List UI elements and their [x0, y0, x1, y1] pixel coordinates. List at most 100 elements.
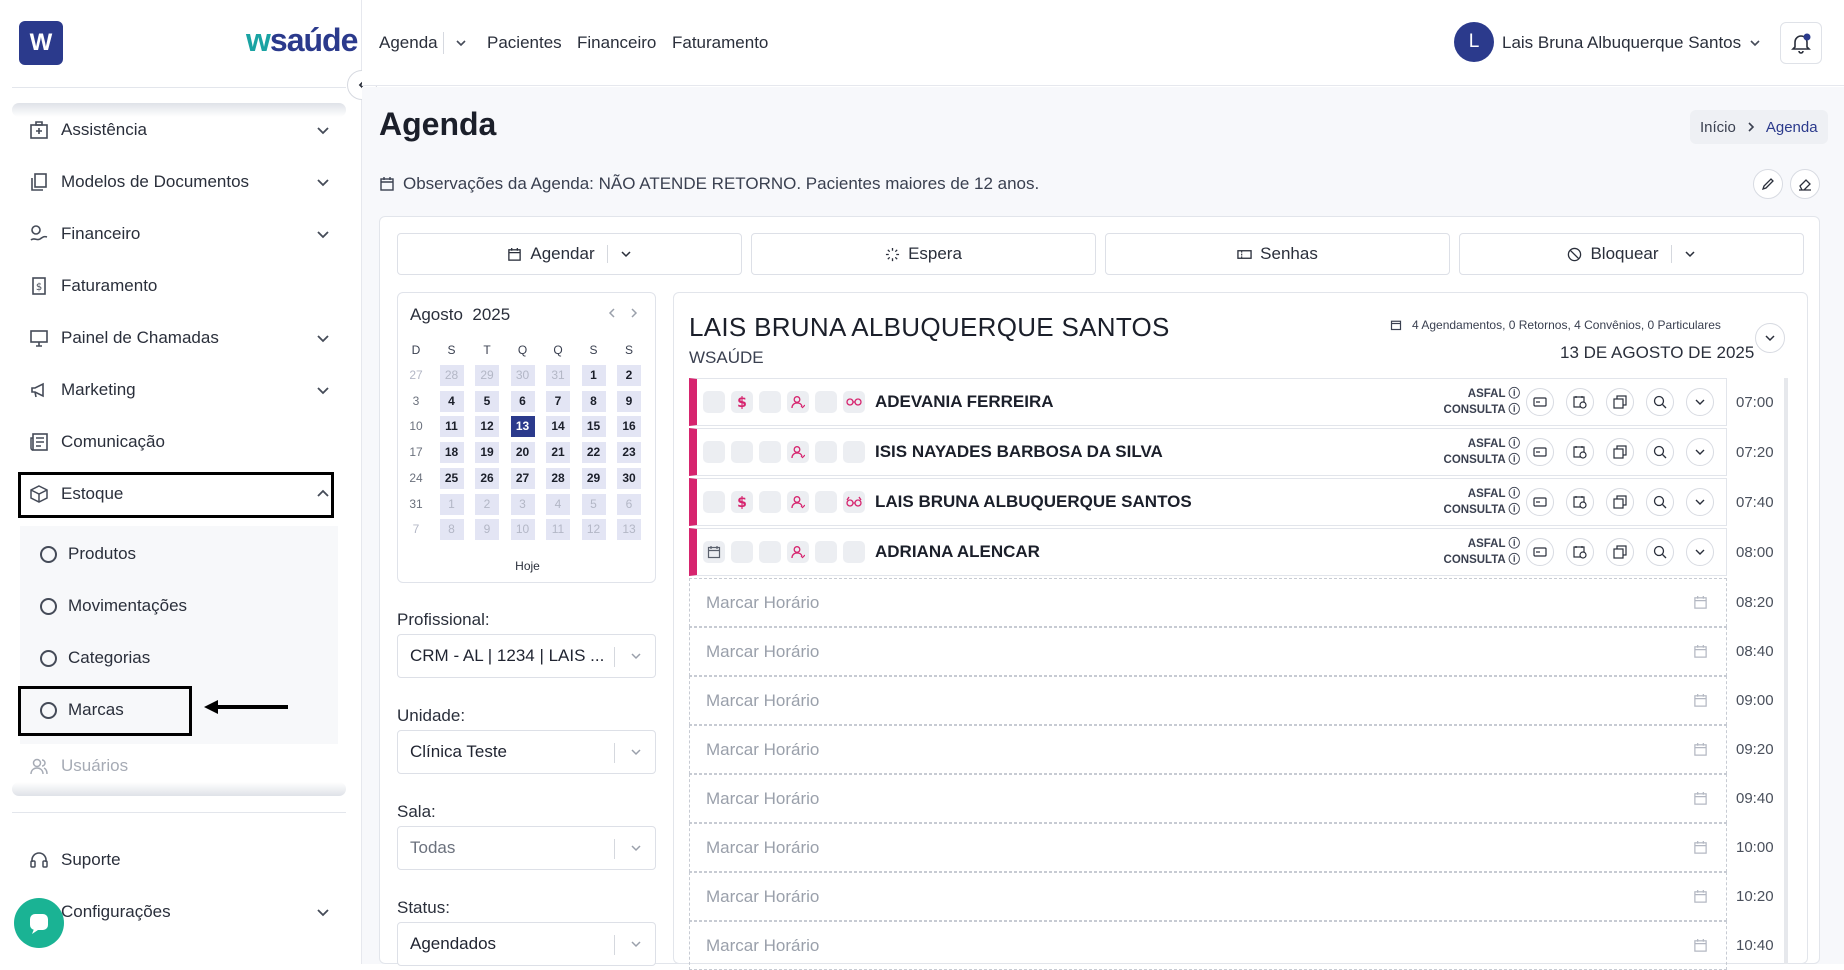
- status-placeholder[interactable]: [759, 441, 781, 463]
- calendar-clock-button[interactable]: [1566, 388, 1594, 416]
- calendar-day[interactable]: 28: [439, 365, 464, 386]
- patient-name[interactable]: ISIS NAYADES BARBOSA DA SILVA: [875, 442, 1163, 461]
- calendar-day[interactable]: 25: [439, 467, 464, 489]
- empty-slot[interactable]: Marcar Horário: [689, 676, 1727, 725]
- user-check-icon[interactable]: [787, 441, 809, 463]
- sidebar-item-painel[interactable]: Painel de Chamadas: [28, 318, 332, 358]
- sidebar-item-financeiro[interactable]: Financeiro: [28, 214, 332, 254]
- calendar-day[interactable]: 4: [439, 390, 464, 412]
- calendar-day[interactable]: 5: [581, 493, 606, 515]
- calendar-day[interactable]: 30: [510, 365, 535, 386]
- calendar-day[interactable]: 14: [546, 416, 570, 438]
- appointment-row[interactable]: ADRIANA ALENCAR ASFAL ⓘ CONSULTA ⓘ: [689, 528, 1727, 576]
- user-name[interactable]: Lais Bruna Albuquerque Santos: [1502, 33, 1742, 52]
- status-placeholder[interactable]: [815, 441, 837, 463]
- chevron-down-button[interactable]: [1686, 438, 1714, 466]
- calendar-clock-button[interactable]: [1566, 538, 1594, 566]
- espera-button[interactable]: Espera: [751, 233, 1096, 275]
- calendar-day[interactable]: 7: [412, 522, 420, 537]
- clear-observation-button[interactable]: [1790, 169, 1820, 199]
- profissional-select[interactable]: CRM - AL | 1234 | LAIS ...: [397, 634, 656, 678]
- calendar-day[interactable]: 28: [546, 467, 570, 489]
- sidebar-item-faturamento[interactable]: $ Faturamento: [28, 266, 332, 306]
- card-button[interactable]: [1526, 538, 1554, 566]
- sidebar-item-usuarios[interactable]: Usuários: [28, 746, 332, 786]
- empty-slot[interactable]: Marcar Horário: [689, 823, 1727, 872]
- calendar-day[interactable]: 20: [510, 442, 535, 464]
- user-check-icon[interactable]: [787, 391, 809, 413]
- calendar-clock-button[interactable]: [1566, 488, 1594, 516]
- calendar-day[interactable]: 2: [475, 493, 499, 515]
- calendar-day[interactable]: 22: [581, 442, 606, 464]
- bloquear-button[interactable]: Bloquear: [1459, 233, 1804, 275]
- breadcrumb-home[interactable]: Início: [1700, 118, 1736, 136]
- sidebar-item-configuracoes[interactable]: Configurações: [28, 892, 332, 932]
- search-button[interactable]: [1646, 438, 1674, 466]
- chevron-down-button[interactable]: [1686, 488, 1714, 516]
- sidebar-item-modelos[interactable]: Modelos de Documentos: [28, 162, 332, 202]
- appointment-row[interactable]: $ LAIS BRUNA ALBUQUERQUE SANTOS ASFAL ⓘ CON…: [689, 478, 1727, 526]
- unidade-select[interactable]: Clínica Teste: [397, 730, 656, 774]
- status-placeholder[interactable]: [759, 491, 781, 513]
- glasses-icon[interactable]: [843, 391, 865, 413]
- chevron-down-icon[interactable]: [454, 36, 468, 50]
- sidebar-subitem-movimentacoes[interactable]: Movimentações: [40, 586, 187, 626]
- calendar-day[interactable]: 2: [617, 365, 641, 386]
- calendar-day[interactable]: 8: [581, 390, 606, 412]
- edit-observation-button[interactable]: [1753, 169, 1783, 199]
- calendar-day[interactable]: 17: [409, 445, 423, 460]
- sala-select[interactable]: Todas: [397, 826, 656, 870]
- search-button[interactable]: [1646, 388, 1674, 416]
- card-button[interactable]: [1526, 388, 1554, 416]
- chat-button[interactable]: [14, 898, 64, 948]
- calendar-day[interactable]: 27: [510, 467, 535, 489]
- calendar-day[interactable]: 31: [409, 496, 423, 511]
- avatar[interactable]: L: [1454, 22, 1494, 62]
- glasses-icon[interactable]: [843, 491, 865, 513]
- sidebar-item-estoque[interactable]: Estoque: [28, 474, 332, 514]
- calendar-day[interactable]: 23: [617, 442, 641, 464]
- sidebar-item-suporte[interactable]: Suporte: [28, 840, 332, 880]
- calendar-day[interactable]: 1: [581, 365, 606, 386]
- status-placeholder[interactable]: [815, 541, 837, 563]
- status-placeholder[interactable]: [843, 541, 865, 563]
- calendar-day[interactable]: 13: [617, 519, 641, 541]
- calendar-day[interactable]: 30: [617, 467, 641, 489]
- calendar-day[interactable]: 12: [581, 519, 606, 541]
- appointment-row[interactable]: ISIS NAYADES BARBOSA DA SILVA ASFAL ⓘ CONS…: [689, 428, 1727, 476]
- nav-pacientes[interactable]: Pacientes: [487, 33, 562, 52]
- patient-name[interactable]: ADRIANA ALENCAR: [875, 542, 1040, 561]
- sidebar-item-assistencia[interactable]: Assistência: [28, 110, 332, 150]
- calendar-day[interactable]: 4: [546, 493, 570, 515]
- calendar-day[interactable]: 26: [475, 467, 499, 489]
- calendar-day[interactable]: 11: [546, 519, 570, 541]
- copy-button[interactable]: [1606, 438, 1634, 466]
- calendar-day[interactable]: 19: [475, 442, 499, 464]
- prev-month-icon[interactable]: [606, 307, 618, 319]
- app-logo[interactable]: W: [19, 21, 63, 65]
- status-placeholder[interactable]: [703, 491, 725, 513]
- calendar-day[interactable]: 6: [617, 493, 641, 515]
- calendar-day[interactable]: 12: [475, 416, 499, 438]
- empty-slot[interactable]: Marcar Horário: [689, 774, 1727, 823]
- calendar-day[interactable]: 5: [475, 390, 499, 412]
- user-check-icon[interactable]: [787, 491, 809, 513]
- chevron-down-button[interactable]: [1686, 538, 1714, 566]
- empty-slot[interactable]: Marcar Horário: [689, 921, 1727, 970]
- calendar-day[interactable]: 11: [439, 416, 464, 438]
- card-button[interactable]: [1526, 438, 1554, 466]
- status-placeholder[interactable]: [731, 541, 753, 563]
- calendar-day[interactable]: 24: [409, 470, 423, 485]
- calendar-day[interactable]: 10: [510, 519, 535, 541]
- calendar-day[interactable]: 3: [510, 493, 535, 515]
- calendar-day[interactable]: 16: [617, 416, 641, 438]
- empty-slot[interactable]: Marcar Horário: [689, 627, 1727, 676]
- calendar-day[interactable]: 21: [546, 442, 570, 464]
- calendar-day[interactable]: 29: [475, 365, 499, 386]
- status-placeholder[interactable]: [703, 391, 725, 413]
- empty-slot[interactable]: Marcar Horário: [689, 872, 1727, 921]
- calendar-day[interactable]: 8: [439, 519, 464, 541]
- card-button[interactable]: [1526, 488, 1554, 516]
- status-placeholder[interactable]: [703, 441, 725, 463]
- chevron-down-icon[interactable]: [1748, 36, 1762, 50]
